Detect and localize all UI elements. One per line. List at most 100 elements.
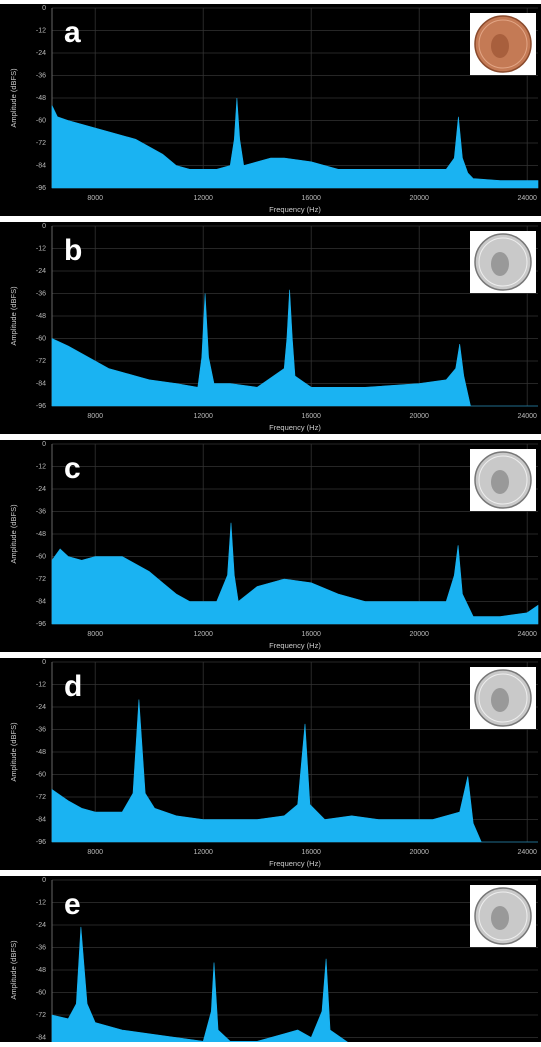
coin-rim [478, 673, 528, 723]
x-tick-label: 16000 [301, 195, 321, 202]
spectrum-area [51, 699, 538, 843]
y-tick-label: -48 [36, 95, 46, 102]
y-tick-label: -48 [36, 749, 46, 756]
y-tick-label: -36 [36, 72, 46, 79]
panel-label: d [64, 670, 82, 703]
y-tick-label: -72 [36, 576, 46, 583]
x-tick-label: 16000 [301, 631, 321, 638]
y-tick-label: -36 [36, 944, 46, 951]
y-tick-label: -72 [36, 794, 46, 801]
x-axis-title: Frequency (Hz) [269, 641, 321, 650]
x-tick-label: 20000 [409, 195, 429, 202]
y-tick-label: -60 [36, 553, 46, 560]
panel-label: b [64, 234, 82, 267]
y-tick-label: -96 [36, 403, 46, 410]
x-axis-title: Frequency (Hz) [269, 859, 321, 868]
y-tick-label: 0 [42, 5, 46, 12]
y-tick-label: -24 [36, 50, 46, 57]
x-axis-title: Frequency (Hz) [269, 423, 321, 432]
coin-portrait [491, 906, 509, 930]
x-tick-label: 8000 [87, 631, 103, 638]
y-tick-label: -24 [36, 704, 46, 711]
panel: 0 -12 -24 -36 -48 -60 -72 -84 -96 8000 12000 16000 2… [0, 4, 541, 216]
spectrum-area [51, 926, 369, 1047]
x-tick-label: 24000 [517, 195, 537, 202]
panel: 0 -12 -24 -36 -48 -60 -72 -84 -96 8000 12000 16000 2… [0, 658, 541, 870]
panel-label: e [64, 888, 81, 921]
x-tick-label: 12000 [193, 631, 213, 638]
spectrum-area [51, 97, 539, 189]
y-tick-label: -48 [36, 967, 46, 974]
y-tick-label: 0 [42, 877, 46, 884]
panel: 0 -12 -24 -36 -48 -60 -72 -84 Amplitude (dBFS) e [0, 876, 541, 1047]
y-tick-label: -36 [36, 508, 46, 515]
y-tick-label: -96 [36, 621, 46, 628]
panel: 0 -12 -24 -36 -48 -60 -72 -84 -96 8000 12000 16000 2… [0, 440, 541, 652]
x-tick-label: 24000 [517, 413, 537, 420]
x-tick-label: 20000 [409, 849, 429, 856]
y-tick-label: -60 [36, 771, 46, 778]
y-axis-title: Amplitude (dBFS) [9, 68, 18, 128]
y-tick-label: -36 [36, 726, 46, 733]
y-tick-label: -84 [36, 598, 46, 605]
y-tick-label: 0 [42, 659, 46, 666]
y-axis-title: Amplitude (dBFS) [9, 722, 18, 782]
y-tick-label: 0 [42, 223, 46, 230]
y-tick-label: -36 [36, 290, 46, 297]
y-tick-label: -24 [36, 922, 46, 929]
y-tick-label: -84 [36, 162, 46, 169]
y-tick-label: -84 [36, 380, 46, 387]
coin-portrait [491, 34, 509, 58]
x-tick-label: 20000 [409, 631, 429, 638]
coin-portrait [491, 688, 509, 712]
x-tick-label: 16000 [301, 413, 321, 420]
y-tick-label: -72 [36, 1012, 46, 1019]
panel: 0 -12 -24 -36 -48 -60 -72 -84 -96 8000 12000 16000 2… [0, 222, 541, 434]
x-tick-label: 16000 [301, 849, 321, 856]
x-tick-label: 12000 [193, 849, 213, 856]
y-tick-label: -12 [36, 899, 46, 906]
y-tick-label: -12 [36, 245, 46, 252]
y-tick-label: -60 [36, 117, 46, 124]
x-axis-title: Frequency (Hz) [269, 205, 321, 214]
x-tick-label: 8000 [87, 849, 103, 856]
coin-rim [478, 237, 528, 287]
y-axis-title: Amplitude (dBFS) [9, 504, 18, 564]
y-tick-label: -24 [36, 486, 46, 493]
y-axis-title: Amplitude (dBFS) [9, 286, 18, 346]
y-tick-label: -24 [36, 268, 46, 275]
y-tick-label: 0 [42, 441, 46, 448]
y-tick-label: -60 [36, 989, 46, 996]
x-tick-label: 12000 [193, 195, 213, 202]
y-tick-label: -72 [36, 358, 46, 365]
coin-rim [478, 891, 528, 941]
y-tick-label: -12 [36, 681, 46, 688]
y-tick-label: -48 [36, 313, 46, 320]
y-tick-label: -48 [36, 531, 46, 538]
coin-portrait [491, 252, 509, 276]
y-tick-label: -72 [36, 140, 46, 147]
coin-portrait [491, 470, 509, 494]
y-tick-label: -60 [36, 335, 46, 342]
y-tick-label: -12 [36, 463, 46, 470]
y-tick-label: -84 [36, 1034, 46, 1041]
x-tick-label: 8000 [87, 195, 103, 202]
y-tick-label: -96 [36, 185, 46, 192]
spectrum-area [51, 522, 539, 625]
y-axis-title: Amplitude (dBFS) [9, 940, 18, 1000]
coin-rim [478, 19, 528, 69]
x-tick-label: 20000 [409, 413, 429, 420]
x-tick-label: 8000 [87, 413, 103, 420]
x-tick-label: 24000 [517, 849, 537, 856]
panel-label: c [64, 452, 81, 485]
panel-label: a [64, 16, 81, 49]
y-tick-label: -96 [36, 839, 46, 846]
y-tick-label: -12 [36, 27, 46, 34]
coin-rim [478, 455, 528, 505]
y-tick-label: -84 [36, 816, 46, 823]
spectrum-area [51, 289, 538, 407]
x-tick-label: 24000 [517, 631, 537, 638]
x-tick-label: 12000 [193, 413, 213, 420]
